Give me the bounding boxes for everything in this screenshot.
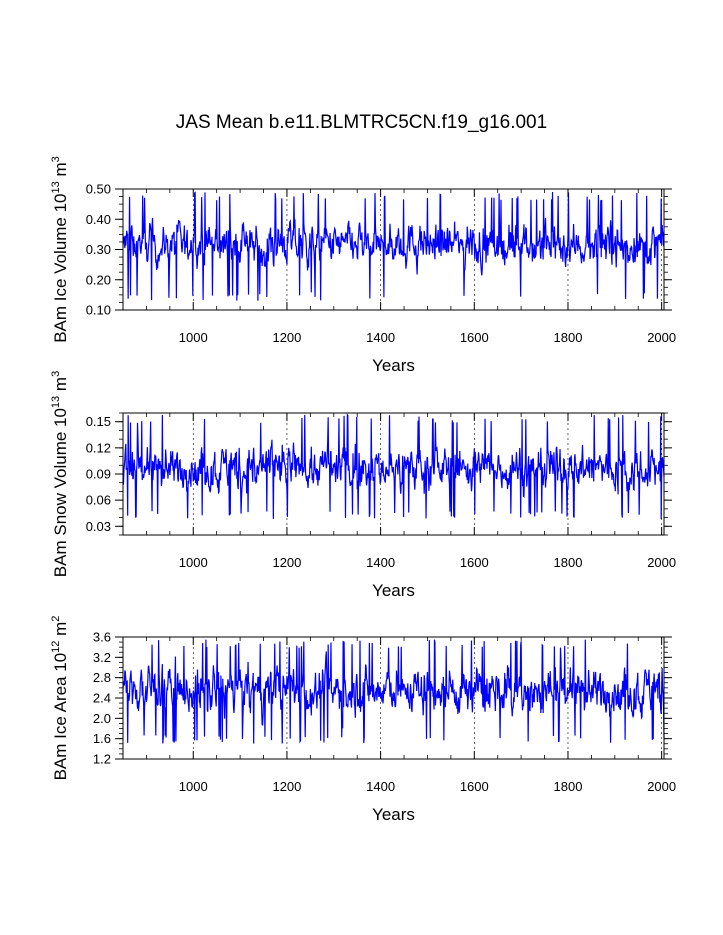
ice-volume-x-tick-label: 1400 (366, 330, 395, 345)
ice-volume-x-axis-label: Years (372, 356, 415, 375)
snow-volume-y-label-superscript: 13 (50, 396, 62, 408)
ice-area-y-tick-label: 3.2 (93, 650, 111, 665)
ice-area-x-tick-label: 1800 (554, 779, 583, 794)
ice-area-x-tick-label: 1000 (179, 779, 208, 794)
snow-volume-y-label-text: m (51, 377, 70, 396)
ice-volume-y-label-text: BAm Ice Volume 10 (51, 193, 70, 342)
ice-area-y-axis-label: BAm Ice Area 1012 m2 (50, 616, 70, 781)
snow-volume-x-tick-label: 1600 (460, 555, 489, 570)
ice-area-x-axis-label: Years (372, 805, 415, 824)
ice-volume-y-axis-label: BAm Ice Volume 1013 m3 (50, 156, 70, 343)
figure-title: JAS Mean b.e11.BLMTRC5CN.f19_g16.001 (175, 112, 548, 133)
ice-area-y-tick-label: 2.8 (93, 670, 111, 685)
ice-volume-x-tick-label: 1600 (460, 330, 489, 345)
ice-area-y-tick-label: 2.0 (93, 711, 111, 726)
snow-volume-x-axis-label: Years (372, 581, 415, 600)
snow-volume-y-tick-label: 0.15 (86, 414, 111, 429)
ice-area-y-tick-label: 3.6 (93, 630, 111, 645)
ice-area-y-label-superscript: 12 (50, 641, 62, 653)
ice-area-y-label-superscript: 2 (50, 616, 62, 622)
ice-volume-y-tick-label: 0.30 (86, 242, 111, 257)
ice-area-x-tick-label: 1600 (460, 779, 489, 794)
ice-area-x-tick-label: 2000 (647, 779, 676, 794)
snow-volume-x-tick-label: 2000 (647, 555, 676, 570)
snow-volume-x-tick-label: 1800 (554, 555, 583, 570)
ice-area-y-tick-label: 2.4 (93, 691, 111, 706)
snow-volume-x-tick-label: 1000 (179, 555, 208, 570)
snow-volume-y-tick-label: 0.09 (86, 467, 111, 482)
snow-volume-y-label-superscript: 3 (50, 371, 62, 377)
ice-area-y-label-text: m (51, 622, 70, 641)
ice-volume-y-label-text: m (51, 162, 70, 181)
snow-volume-y-label-text: BAm Snow Volume 10 (51, 408, 70, 577)
ice-volume-x-tick-label: 1200 (272, 330, 301, 345)
ice-volume-x-tick-label: 1000 (179, 330, 208, 345)
ice-area-x-tick-label: 1400 (366, 779, 395, 794)
ice-volume-y-tick-label: 0.20 (86, 272, 111, 287)
snow-volume-series-line (122, 413, 665, 520)
snow-volume-y-axis-label: BAm Snow Volume 1013 m3 (50, 371, 70, 577)
ice-area-y-tick-label: 1.2 (93, 752, 111, 767)
snow-volume-y-tick-label: 0.03 (86, 519, 111, 534)
ice-volume-x-tick-label: 1800 (554, 330, 583, 345)
ice-area-y-label-text: BAm Ice Area 10 (51, 653, 70, 781)
ice-volume-series-line (122, 191, 665, 301)
snow-volume-x-tick-label: 1200 (272, 555, 301, 570)
ice-volume-y-label-superscript: 13 (50, 181, 62, 193)
ice-volume-y-tick-label: 0.40 (86, 212, 111, 227)
ice-area-series-line (122, 639, 665, 744)
ice-volume-y-tick-label: 0.10 (86, 303, 111, 318)
ice-area-y-tick-label: 1.6 (93, 731, 111, 746)
ice-volume-y-tick-label: 0.50 (86, 182, 111, 197)
snow-volume-y-tick-label: 0.06 (86, 493, 111, 508)
ice-area-x-tick-label: 1200 (272, 779, 301, 794)
snow-volume-x-tick-label: 1400 (366, 555, 395, 570)
snow-volume-y-tick-label: 0.12 (86, 440, 111, 455)
ice-volume-x-tick-label: 2000 (647, 330, 676, 345)
ice-volume-y-label-superscript: 3 (50, 156, 62, 162)
